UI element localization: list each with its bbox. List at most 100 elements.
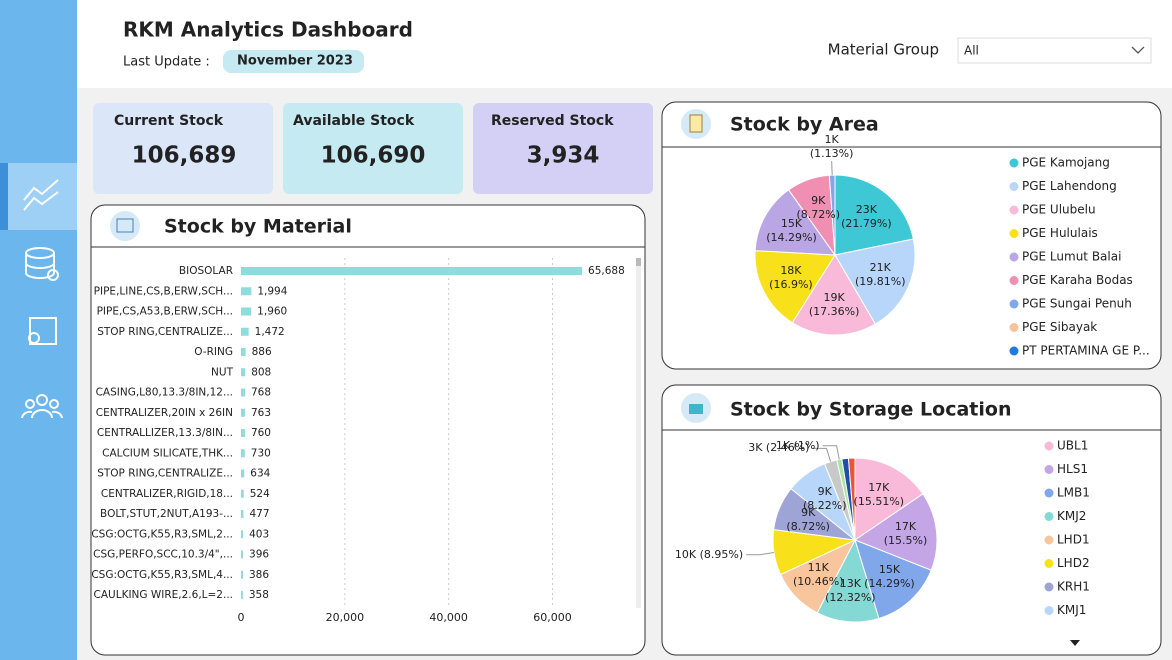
bar [241,327,249,336]
pie-slice [854,539,932,620]
legend-scroll[interactable] [1070,640,1080,646]
category-label: CSG:OCTG,K55,R3,SML,2... [91,528,233,540]
icon-team-l [25,399,35,409]
category-label: CALCIUM SILICATE,THK... [102,447,233,459]
icon-user [28,332,40,344]
title: RKM Analytics Dashboard [123,18,413,42]
x-tick-label: 60,000 [533,611,572,624]
scroll-thumb[interactable] [636,258,641,266]
active-indicator [0,163,8,230]
slice-label: 17K (15.5%) [883,520,928,548]
card-title: Stock by Storage Location [730,399,1011,421]
legend-swatch [1009,323,1019,332]
value-label: 760 [251,427,271,439]
filter-value: All [964,44,979,58]
legend-swatch [1009,205,1019,215]
card-title: Stock by Area [730,114,879,136]
category-label: CENTRALIZER,20IN x 26IN [96,407,233,419]
bar [241,348,246,356]
slice-label: 3K (2.46%) [748,441,810,455]
legend-label: PGE Ulubelu [1022,203,1096,217]
kpi-card [473,103,653,194]
last-update-label: Last Update : [123,55,210,70]
value-label: 65,688 [588,265,625,277]
legend-label: PGE Lumut Balai [1022,250,1121,264]
legend-label: LMB1 [1057,486,1090,500]
slice-label: 17K (15.51%) [853,481,905,509]
scrollbar[interactable] [636,258,641,608]
legend-label: KMJ2 [1057,509,1086,523]
bar [241,489,244,498]
bar [241,267,583,275]
bar [241,570,244,579]
sidebar-active[interactable] [0,163,77,230]
pie-slice [834,238,916,325]
value-label: 396 [249,549,269,561]
category-label: PIPE,CS,A53,B,ERW,SCH... [97,306,233,318]
legend-label: PGE Karaha Bodas [1022,273,1133,287]
pie-slice [854,457,924,541]
filter-dropdown[interactable] [957,37,1152,64]
legend-label: HLS1 [1057,462,1088,476]
category-label: O-RING [194,346,233,358]
bar [241,510,244,518]
bar [241,449,245,458]
slice-label: 9K (8.72%) [796,194,840,222]
legend-swatch [1009,229,1019,238]
slice-label: 1K (1.13%) [809,133,854,161]
value-label: 1,472 [255,326,285,338]
bar [241,429,245,437]
kpi-value: 3,934 [527,143,600,169]
value-label: 886 [252,346,272,358]
slice-label: 13K (12.32%) [825,576,876,604]
kpi-card [283,103,463,194]
last-update: November 2023 [237,54,353,69]
category-label: CENTRALIZER,RIGID,18... [101,488,233,500]
category-label: STOP RING,CENTRALIZE... [97,326,233,338]
pie-slice [754,189,837,256]
pie-slice [816,538,880,623]
kpi-label: Reserved Stock [491,113,614,129]
value-label: 768 [251,387,271,399]
leader-line [746,552,775,556]
dropdown-arrow [1131,46,1145,54]
legend-swatch [1044,606,1054,615]
card-icon-glyph [689,404,703,414]
category-label: BOLT,STUT,2NUT,A193-... [100,508,233,520]
icon-report[interactable] [29,317,57,345]
legend-swatch [1044,582,1054,592]
legend-swatch [1044,535,1054,545]
card-icon-glyph [689,114,703,133]
kpi-card [93,103,273,194]
category-label: CSG,PERFO,SCC,10.3/4",... [93,549,233,561]
value-label: 1,994 [257,285,287,297]
bar [241,591,243,599]
bar [241,530,244,539]
icon-team-body [21,409,63,419]
legend-swatch [1009,346,1019,356]
legend-swatch [1044,465,1054,474]
icon-gear [47,269,59,281]
pie-slice [791,254,876,336]
value-label: 524 [250,488,270,500]
card-title: Stock by Material [164,216,352,238]
value-label: 1,960 [257,306,287,318]
card-icon [110,211,140,241]
value-label: 730 [251,447,271,459]
legend-swatch [1044,441,1054,451]
kpi-label: Current Stock [114,113,224,129]
sidebar-icons [21,179,63,419]
icon-trend[interactable] [23,179,59,201]
bar [241,469,245,478]
last-update-pill [223,50,364,73]
leader-line [812,447,832,462]
legend-swatch [1009,252,1019,262]
icon-team[interactable] [36,394,48,406]
icon-team-r [49,399,59,409]
pie-slice [754,250,836,324]
value-label: 403 [249,528,269,540]
value-label: 358 [249,589,269,601]
category-label: CSG:OCTG,K55,R3,SML,4... [91,569,233,581]
